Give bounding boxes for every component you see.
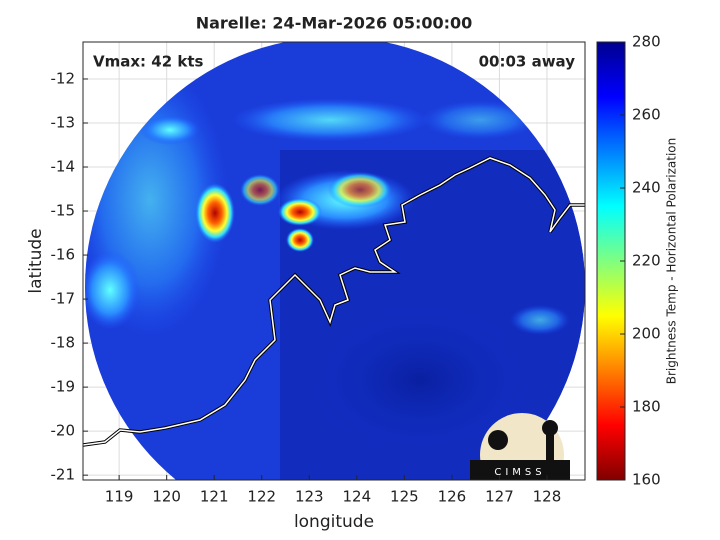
chart-title: Narelle: 24-Mar-2026 05:00:00 xyxy=(196,14,473,33)
x-tick-label: 128 xyxy=(533,488,562,506)
x-tick-label: 121 xyxy=(200,488,229,506)
y-tick-label: -21 xyxy=(51,466,76,484)
x-tick-label: 126 xyxy=(438,488,467,506)
x-tick-label: 125 xyxy=(390,488,419,506)
colorbar-label: Brightness Temp - Horizontal Polarizatio… xyxy=(665,138,679,385)
annotation: Vmax: 42 kts xyxy=(93,53,203,71)
x-tick-label: 123 xyxy=(295,488,324,506)
colorbar-tick-label: 280 xyxy=(632,33,661,51)
y-tick-label: -20 xyxy=(51,422,76,440)
plot-frame xyxy=(82,41,586,481)
colorbar-tick-label: 180 xyxy=(632,398,661,416)
colorbar-tick-label: 220 xyxy=(632,252,661,270)
y-tick-label: -18 xyxy=(51,334,76,352)
coastline xyxy=(83,157,585,446)
y-tick-label: -17 xyxy=(51,290,76,308)
x-tick-label: 119 xyxy=(105,488,134,506)
y-tick-label: -12 xyxy=(51,69,76,87)
logo-text: CIMSS xyxy=(494,467,545,478)
y-tick-label: -19 xyxy=(51,378,76,396)
annotation: 00:03 away xyxy=(479,53,576,71)
colorbar-tick-label: 260 xyxy=(632,106,661,124)
colorbar-tick-label: 160 xyxy=(632,471,661,489)
x-tick-label: 120 xyxy=(152,488,181,506)
y-axis-label: latitude xyxy=(26,228,46,293)
x-tick-label: 127 xyxy=(485,488,514,506)
x-tick-label: 122 xyxy=(247,488,276,506)
y-tick-label: -13 xyxy=(51,113,76,131)
colorbar-tick-label: 200 xyxy=(632,325,661,343)
swath-image: CIMSS xyxy=(83,42,585,480)
x-tick-label: 124 xyxy=(342,488,371,506)
x-axis-label: longitude xyxy=(294,512,374,532)
y-tick-label: -15 xyxy=(51,202,76,220)
colorbar-tick-label: 240 xyxy=(632,179,661,197)
cimss-logo: CIMSS xyxy=(470,413,570,480)
y-tick-label: -16 xyxy=(51,246,76,264)
y-tick-label: -14 xyxy=(51,158,76,176)
